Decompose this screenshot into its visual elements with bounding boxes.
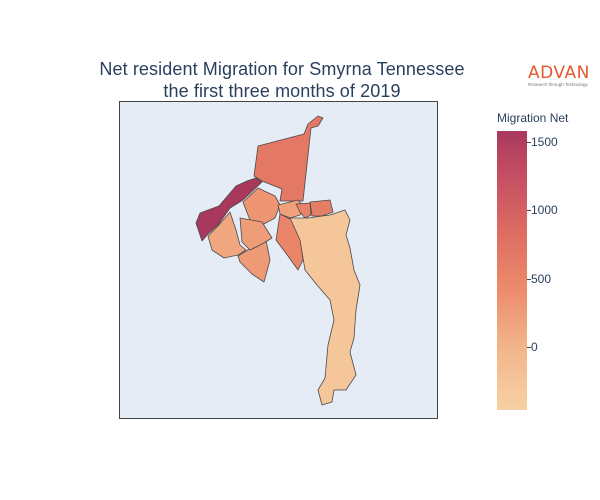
map-region-central[interactable] bbox=[239, 217, 273, 251]
logo-tagline: Research through Technology bbox=[528, 82, 588, 87]
chart-title-line-2: the first three months of 2019 bbox=[163, 81, 401, 101]
colorbar-tick-label: 1500 bbox=[531, 134, 558, 149]
logo-wordmark: ADVAN bbox=[528, 63, 590, 83]
map-region-south-long[interactable] bbox=[289, 209, 361, 406]
colorbar bbox=[497, 131, 527, 410]
colorbar-tick-mark bbox=[527, 141, 531, 143]
colorbar-tick-label: 0 bbox=[531, 340, 538, 355]
map-region-center-west[interactable] bbox=[242, 187, 281, 226]
map-region-north-large[interactable] bbox=[253, 115, 324, 202]
colorbar-tick-mark bbox=[527, 210, 531, 212]
chart-title-line-1: Net resident Migration for Smyrna Tennes… bbox=[99, 59, 465, 79]
map-region-west-center[interactable] bbox=[207, 211, 247, 259]
colorbar-title: Migration Net bbox=[497, 111, 569, 125]
map-region-northwest-strip[interactable] bbox=[195, 177, 263, 242]
colorbar-tick-mark bbox=[527, 347, 531, 349]
map-region-center-east-small[interactable] bbox=[295, 202, 312, 219]
colorbar-tick-label: 500 bbox=[531, 271, 552, 286]
map-region-east-small[interactable] bbox=[309, 199, 334, 217]
colorbar-tick-mark bbox=[527, 278, 531, 280]
advan-logo: ADVAN Research through Technology bbox=[528, 64, 594, 88]
colorbar-tick-label: 1000 bbox=[531, 203, 558, 218]
